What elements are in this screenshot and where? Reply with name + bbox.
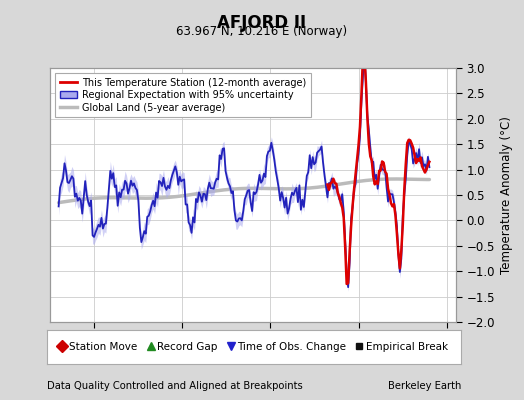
Legend: Station Move, Record Gap, Time of Obs. Change, Empirical Break: Station Move, Record Gap, Time of Obs. C… — [57, 339, 452, 355]
Text: 63.967 N, 10.216 E (Norway): 63.967 N, 10.216 E (Norway) — [177, 25, 347, 38]
Text: Data Quality Controlled and Aligned at Breakpoints: Data Quality Controlled and Aligned at B… — [47, 381, 303, 391]
Text: Berkeley Earth: Berkeley Earth — [388, 381, 461, 391]
Legend: This Temperature Station (12-month average), Regional Expectation with 95% uncer: This Temperature Station (12-month avera… — [54, 73, 311, 118]
Y-axis label: Temperature Anomaly (°C): Temperature Anomaly (°C) — [500, 116, 514, 274]
Text: AFJORD II: AFJORD II — [217, 14, 307, 32]
